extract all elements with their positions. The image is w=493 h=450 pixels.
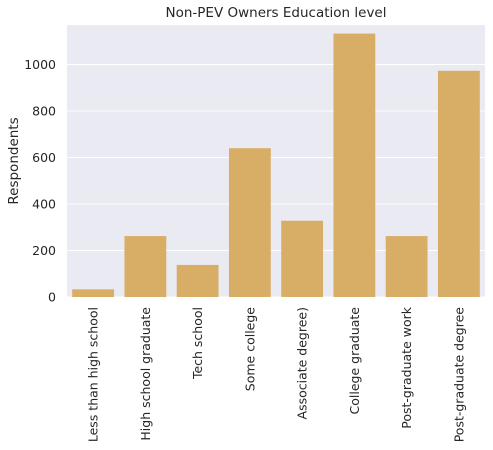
bar-6: [385, 236, 428, 297]
x-tick-label: Associate degree): [295, 307, 310, 419]
x-tick-labels: Less than high school High school graduat…: [86, 306, 467, 442]
bar-7: [437, 70, 480, 297]
y-tick-label: 600: [32, 150, 56, 165]
bar-1: [124, 236, 167, 297]
bar-4: [281, 220, 324, 297]
y-tick-labels: 0 200 400 600 800 1000: [24, 57, 56, 304]
bar-5: [333, 33, 376, 297]
x-tick-label: Post-graduate degree: [451, 307, 466, 443]
x-tick-label: Less than high school: [86, 307, 101, 442]
y-tick-label: 400: [32, 197, 56, 212]
x-tick-label: High school graduate: [138, 307, 153, 441]
x-tick-label: Some college: [242, 307, 257, 392]
x-tick-label: Tech school: [190, 307, 205, 380]
x-tick-label: College graduate: [347, 307, 362, 415]
y-tick-label: 1000: [24, 57, 56, 72]
bars: [72, 33, 480, 297]
y-tick-label: 0: [48, 290, 56, 305]
y-tick-label: 800: [32, 104, 56, 119]
y-tick-label: 200: [32, 243, 56, 258]
x-tick-label: Post-graduate work: [399, 306, 414, 428]
bar-3: [228, 148, 271, 297]
chart-title: Non-PEV Owners Education level: [166, 5, 387, 21]
y-axis-label: Respondents: [6, 117, 22, 204]
bar-2: [176, 264, 219, 297]
bar-0: [72, 289, 115, 297]
